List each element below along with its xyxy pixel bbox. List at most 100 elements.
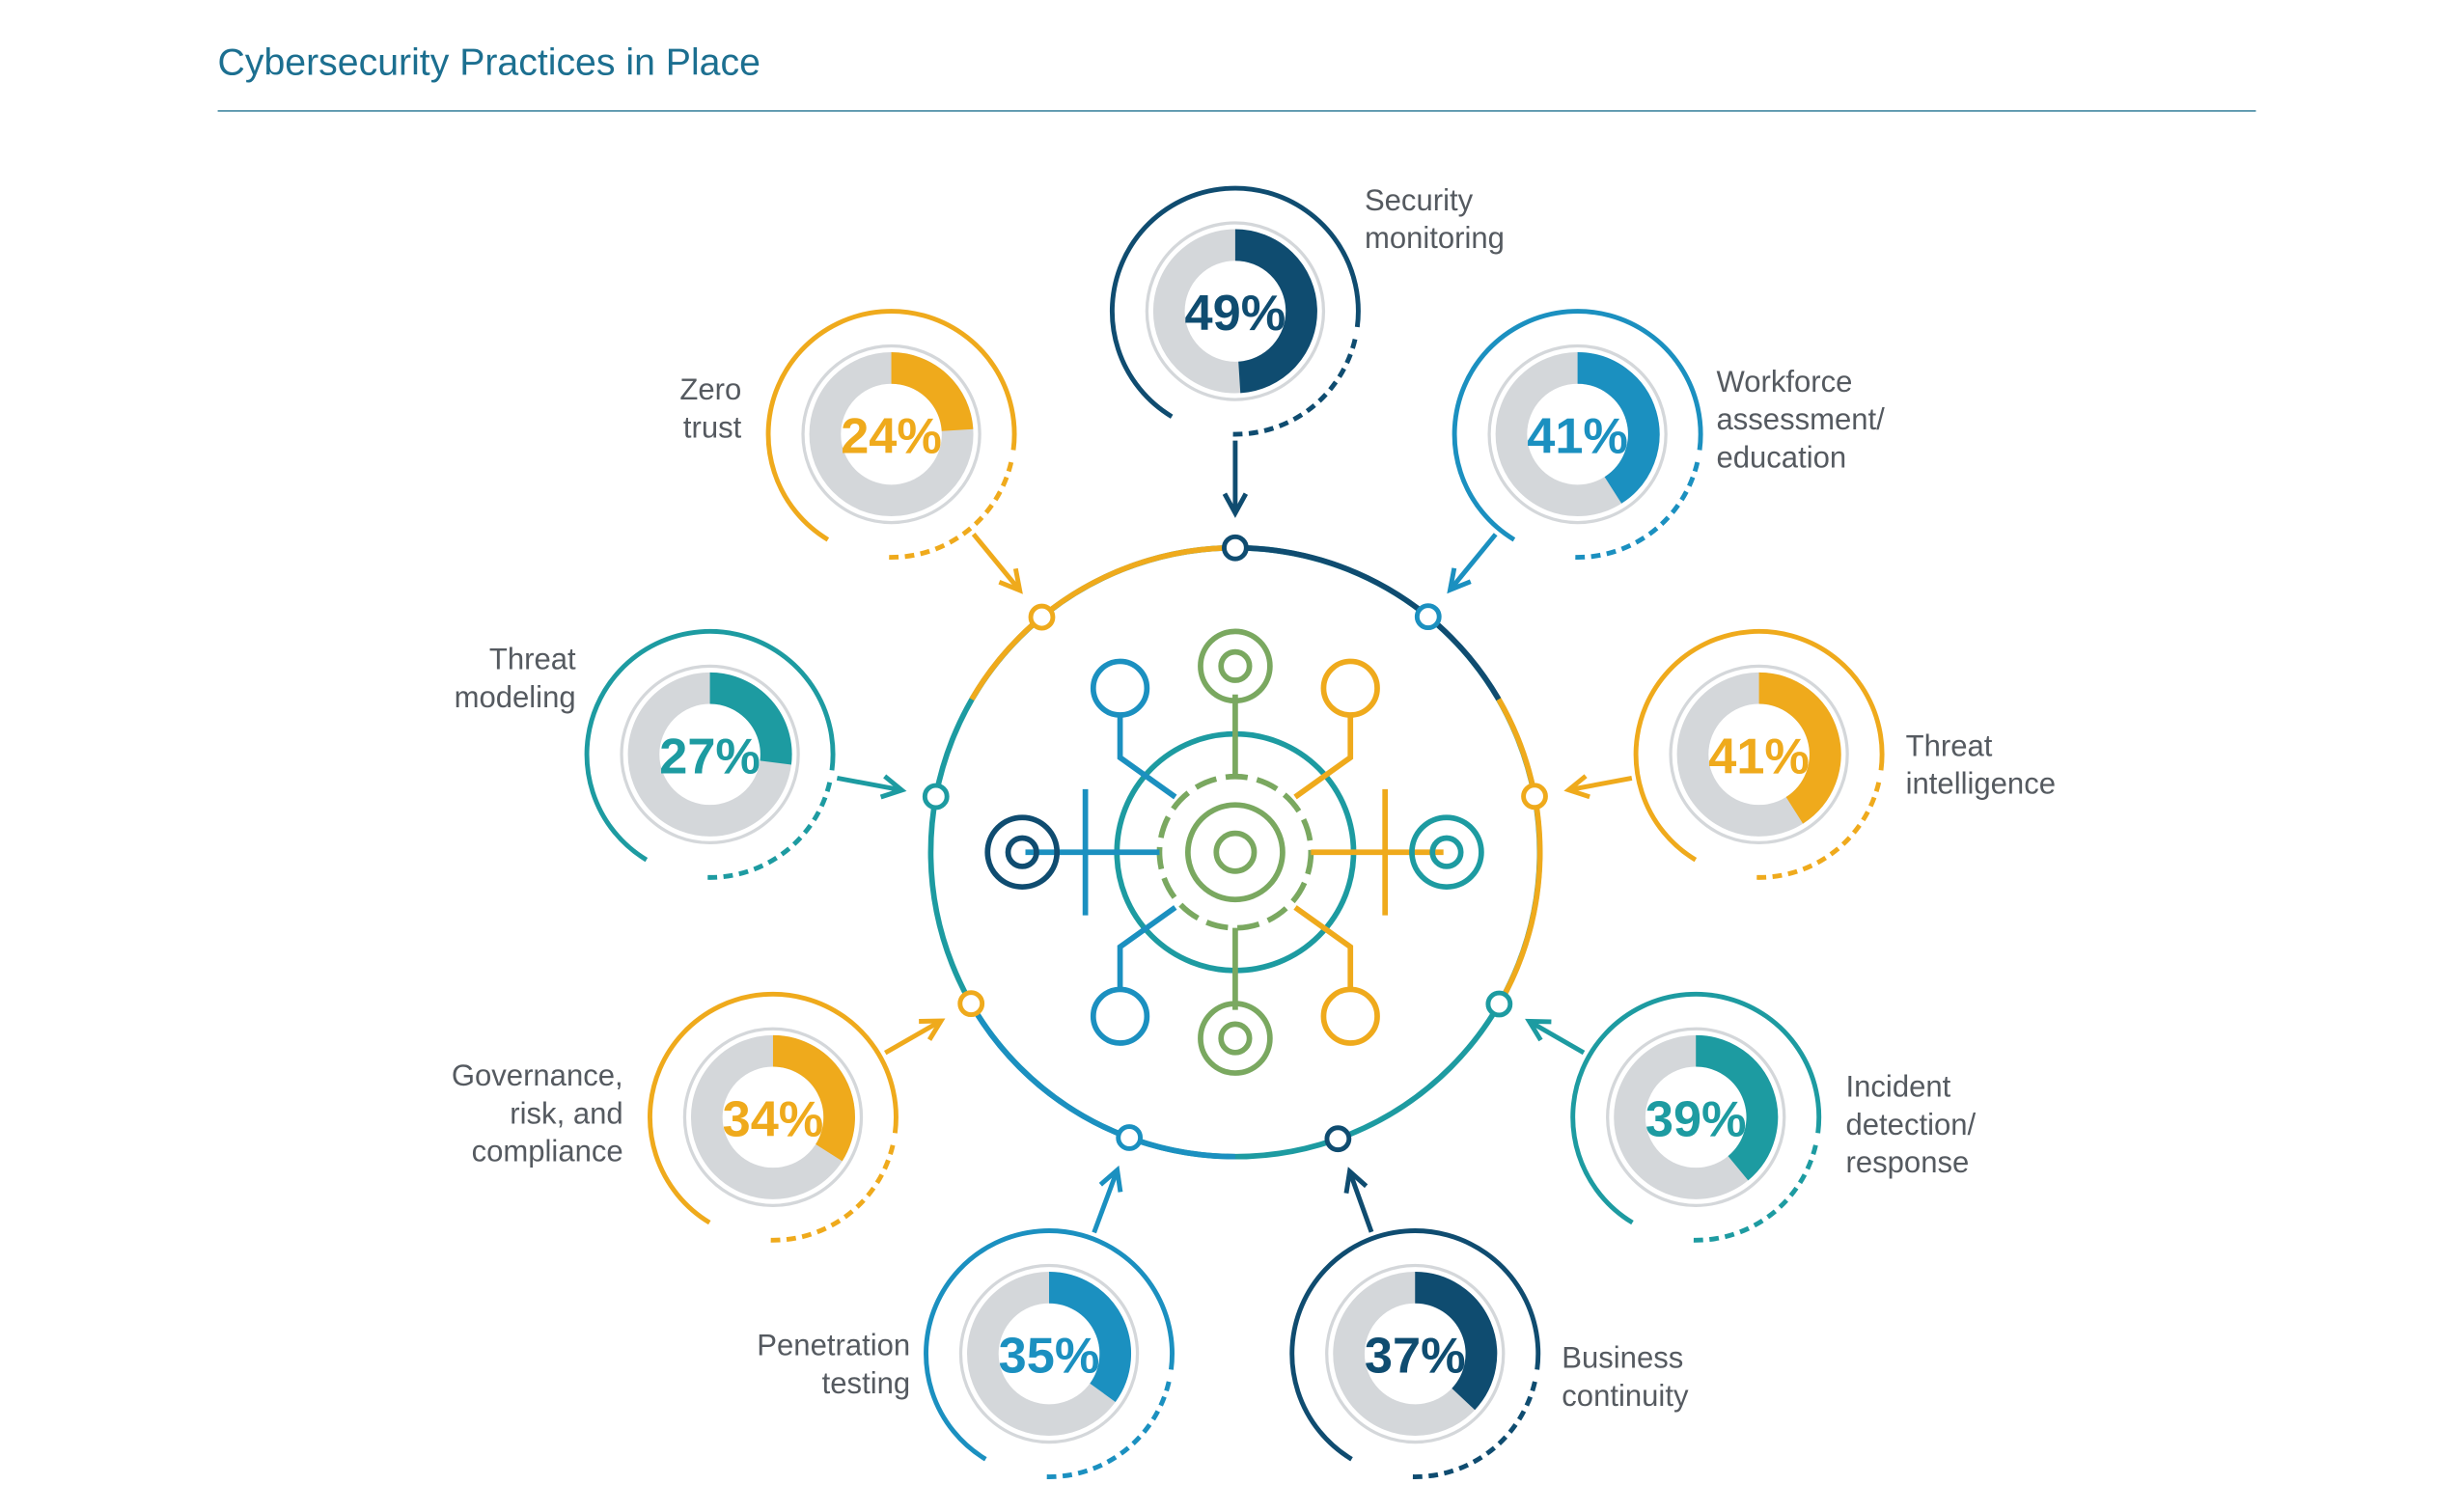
hub-icon [927, 544, 1543, 1160]
hub-node [1222, 534, 1249, 562]
category-label: Threat intelligence [1905, 730, 2057, 802]
gauge-frame [1669, 664, 1849, 845]
label-box: Threat intelligence [1905, 730, 2057, 802]
arrow-head [879, 774, 907, 800]
outer-ring-dashed [765, 1144, 896, 1243]
arrow-head [1343, 1167, 1369, 1195]
value-label: 41% [1708, 729, 1810, 784]
gauge-arc [1234, 229, 1317, 394]
label-box: Penetration testing [757, 1330, 911, 1402]
outer-ring [1109, 185, 1361, 419]
arrow-line [1347, 1170, 1374, 1233]
arrow-head [1098, 1165, 1123, 1193]
hub-node [957, 990, 985, 1018]
chart-title: Cybersecurity Practices in Place [218, 41, 760, 83]
value-label: 39% [1645, 1091, 1747, 1147]
arrow-line [836, 775, 902, 793]
category-label: Zero trust [679, 373, 742, 446]
gauge-arc [1757, 672, 1841, 824]
outer-ring [924, 1228, 1175, 1462]
value-label: 34% [723, 1091, 824, 1147]
outer-ring-dashed [1570, 461, 1701, 560]
category-label: Penetration testing [757, 1330, 911, 1402]
gauge-arc [1048, 1272, 1131, 1402]
label-box: Security monitoring [1364, 184, 1505, 257]
donut-item: 39% Incident detection/ response [1485, 990, 1977, 1243]
arrow-head [1222, 492, 1249, 518]
gauge-arc [1414, 1272, 1498, 1411]
gauge-frame [1325, 1263, 1506, 1444]
label-box: Zero trust [679, 373, 742, 446]
arrow-line [1528, 1019, 1586, 1056]
gauge-frame [1606, 1027, 1786, 1207]
label-box: Governance, risk, and compliance [451, 1059, 623, 1169]
arrow-head [1447, 567, 1472, 594]
gauge-frame [801, 344, 982, 525]
outer-ring-dashed [883, 461, 1014, 560]
category-label: Workforce assessment/ education [1716, 366, 1885, 476]
label-box: Incident detection/ response [1845, 1071, 1977, 1181]
gauge-arc [890, 352, 974, 432]
outer-ring-dashed [1228, 338, 1358, 437]
category-label: Business continuity [1562, 1342, 1689, 1415]
donut-item: 41% Workforce assessment/ education [1414, 309, 1885, 631]
outer-ring [1289, 1228, 1541, 1462]
gauge-frame [620, 664, 800, 845]
donut-item: 24% Zero trust [679, 309, 1056, 631]
outer-ring [1570, 991, 1822, 1225]
hub-node [922, 783, 950, 811]
value-label: 27% [659, 729, 760, 784]
value-label: 41% [1527, 409, 1628, 465]
hub-node [1521, 783, 1548, 811]
label-box: Threat modeling [454, 644, 576, 715]
arrow-head [919, 1018, 946, 1041]
hub-node [1028, 603, 1056, 631]
gauge-arc [772, 1034, 855, 1162]
arrow-line [1448, 533, 1498, 591]
outer-ring [584, 628, 836, 863]
value-label: 37% [1365, 1329, 1466, 1385]
outer-ring-dashed [1688, 1144, 1818, 1243]
outer-ring-dashed [1752, 782, 1882, 880]
outer-ring [765, 309, 1017, 542]
hub-node [1414, 603, 1442, 631]
gauge-arc [1695, 1034, 1779, 1181]
arrow-line [1092, 1168, 1120, 1234]
category-label: Security monitoring [1364, 184, 1505, 257]
category-label: Threat modeling [454, 644, 576, 715]
arrow-line [884, 1018, 943, 1056]
outer-ring [1452, 309, 1703, 542]
gauge-arc [708, 672, 792, 765]
arrow-line [1567, 776, 1633, 793]
value-label: 35% [999, 1329, 1100, 1385]
gauge-frame [682, 1027, 864, 1207]
outer-ring-dashed [1407, 1381, 1537, 1479]
category-label: Governance, risk, and compliance [451, 1059, 623, 1169]
hub-node [1324, 1125, 1352, 1153]
value-label: 49% [1185, 286, 1286, 342]
arrow-head [1525, 1018, 1552, 1042]
category-label: Incident detection/ response [1845, 1071, 1977, 1181]
donut-item: 27% Threat modeling [454, 628, 950, 880]
hub-node [1116, 1124, 1144, 1151]
donut-item: 41% Threat intelligence [1521, 628, 2057, 880]
outer-ring [648, 991, 899, 1225]
outer-ring-dashed [1041, 1381, 1172, 1479]
label-box: Workforce assessment/ education [1716, 366, 1885, 476]
outer-ring [1633, 628, 1885, 863]
gauge-frame [958, 1263, 1140, 1444]
donut-item: 37% Business continuity [1289, 1125, 1689, 1479]
gauge-arc [1576, 352, 1660, 504]
hub-node [1485, 990, 1513, 1018]
arrow-head [1563, 774, 1590, 800]
donut-item: 35% Penetration testing [757, 1124, 1175, 1479]
outer-ring-dashed [702, 782, 833, 880]
donut-item: 49% Security monitoring [1109, 184, 1505, 562]
donut-item: 34% Governance, risk, and compliance [451, 990, 985, 1243]
gauge-frame [1487, 344, 1668, 525]
label-box: Business continuity [1562, 1342, 1689, 1415]
arrow-line [971, 532, 1022, 592]
value-label: 24% [841, 409, 942, 465]
